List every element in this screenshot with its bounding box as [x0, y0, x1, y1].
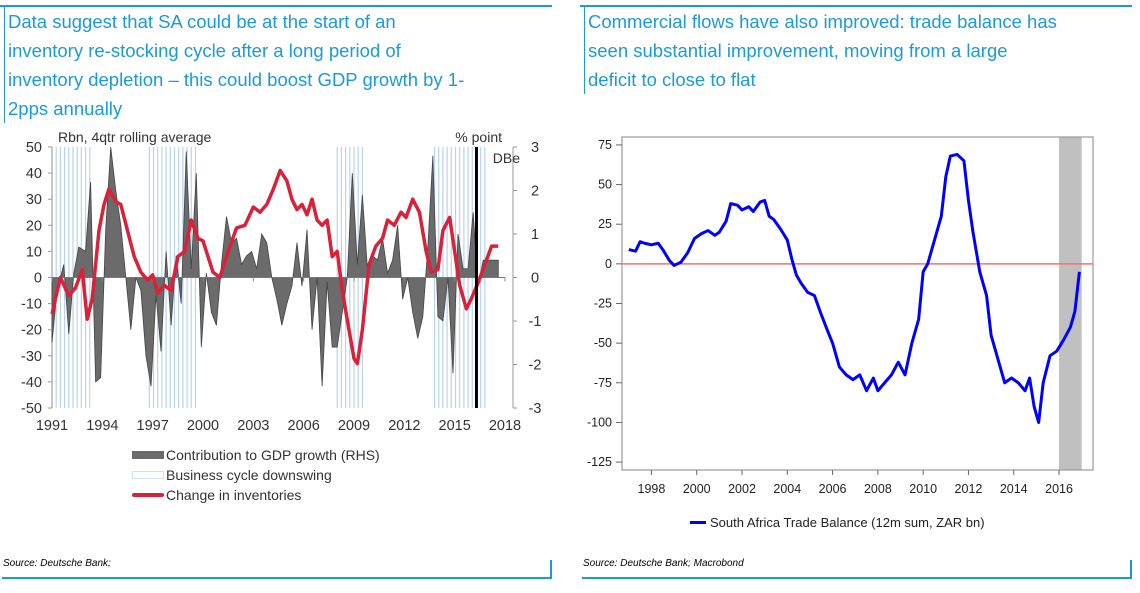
- y2-tick-label: -1: [529, 314, 542, 330]
- x-tick-label: 2006: [819, 482, 847, 496]
- title-line: seen substantial improvement, moving fro…: [588, 40, 1008, 61]
- y-tick-label: -20: [21, 323, 42, 339]
- x-tick-label: 1991: [36, 418, 68, 434]
- title-line: Data suggest that SA could be at the sta…: [8, 11, 396, 32]
- x-tick-label: 1998: [638, 482, 666, 496]
- legend-item-contribution: Contribution to GDP growth (RHS): [132, 445, 380, 465]
- title-line: inventory depletion – this could boost G…: [8, 69, 465, 90]
- title-line: inventory re-stocking cycle after a long…: [8, 40, 401, 61]
- legend-item-inventories: Change in inventories: [132, 485, 380, 505]
- line-swatch-icon: [132, 493, 164, 497]
- y2-tick-label: 0: [531, 271, 539, 287]
- x-tick-label: 2018: [489, 418, 521, 434]
- x-tick-label: 2003: [237, 418, 269, 434]
- y-tick-label: -50: [21, 401, 42, 417]
- right-axis-label: % point: [455, 129, 502, 145]
- legend-label: Contribution to GDP growth (RHS): [166, 447, 380, 463]
- legend-item-trade-balance: South Africa Trade Balance (12m sum, ZAR…: [690, 512, 985, 532]
- top-rule: [0, 5, 552, 7]
- contribution-area: [51, 146, 499, 387]
- band-swatch-icon: [132, 471, 164, 479]
- x-tick-label: 2008: [864, 482, 892, 496]
- x-tick-label: 1997: [137, 418, 169, 434]
- x-tick-label: 2002: [728, 482, 756, 496]
- x-tick-label: 2012: [955, 482, 983, 496]
- right-source: Source: Deutsche Bank; Macrobond: [583, 558, 744, 569]
- inventories-line: [50, 168, 499, 366]
- y-tick-label: -10: [21, 297, 42, 313]
- title-line: Commercial flows have also improved: tra…: [588, 11, 1057, 32]
- inventory-chart-legend: Contribution to GDP growth (RHS) Busines…: [132, 445, 380, 505]
- y-tick-label: -25: [594, 297, 612, 311]
- left-chart-panel: Data suggest that SA could be at the sta…: [0, 0, 552, 580]
- left-axis-label: Rbn, 4qtr rolling average: [58, 129, 212, 145]
- y-tick-label: 40: [26, 166, 42, 182]
- y2-tick-label: 3: [531, 140, 539, 156]
- line-swatch-icon: [690, 520, 706, 524]
- y-tick-label: -40: [21, 375, 42, 391]
- y-tick-label: 75: [598, 138, 612, 152]
- x-tick-label: 1994: [86, 418, 118, 434]
- y2-tick-label: -3: [529, 401, 542, 417]
- forecast-shade: [1059, 137, 1082, 470]
- forecast-annotation: DBe: [493, 150, 520, 166]
- x-tick-label: 2000: [683, 482, 711, 496]
- plot-frame: [621, 136, 1094, 471]
- y-tick-label: -75: [594, 376, 612, 390]
- x-tick-label: 2010: [909, 482, 937, 496]
- trade-balance-line: [628, 152, 1081, 424]
- legend-item-downswing: Business cycle downswing: [132, 465, 380, 485]
- y-tick-label: -100: [587, 415, 612, 429]
- y-tick-label: 30: [26, 192, 42, 208]
- x-tick-label: 2012: [388, 418, 420, 434]
- trade-chart-legend: South Africa Trade Balance (12m sum, ZAR…: [690, 512, 985, 532]
- y-tick-label: -50: [594, 336, 612, 350]
- y2-tick-label: 1: [531, 227, 539, 243]
- y-tick-label: 50: [26, 140, 42, 156]
- x-tick-label: 2000: [187, 418, 219, 434]
- x-tick-label: 2015: [439, 418, 471, 434]
- bottom-rule: [582, 577, 1132, 579]
- y-tick-label: 50: [598, 178, 612, 192]
- top-rule: [580, 5, 1132, 7]
- left-source: Source: Deutsche Bank;: [3, 558, 111, 569]
- y-tick-label: 20: [26, 218, 42, 234]
- bottom-rule-tick: [550, 560, 552, 579]
- inventory-chart: 1991 1994 1997 2000 2003 2006 2009 2012 2015 2018…: [21, 129, 542, 434]
- y2-tick-label: -2: [529, 358, 542, 374]
- right-chart-title: Commercial flows have also improved: tra…: [584, 7, 1133, 94]
- bottom-rule: [2, 577, 552, 579]
- y2-tick-label: 2: [531, 184, 539, 200]
- x-tick-label: 2014: [1000, 482, 1028, 496]
- legend-label: South Africa Trade Balance (12m sum, ZAR…: [710, 514, 985, 530]
- area-swatch-icon: [132, 451, 164, 459]
- x-tick-label: 2006: [288, 418, 320, 434]
- x-tick-label: 2016: [1045, 482, 1073, 496]
- right-chart-panel: Commercial flows have also improved: tra…: [580, 0, 1132, 580]
- x-tick-label: 2009: [338, 418, 370, 434]
- y-tick-label: -30: [21, 349, 42, 365]
- y-tick-label: -125: [587, 455, 612, 469]
- title-line: deficit to close to flat: [588, 69, 756, 90]
- legend-label: Business cycle downswing: [166, 467, 332, 483]
- bottom-rule-tick: [1130, 560, 1132, 579]
- y-tick-label: 10: [26, 244, 42, 260]
- legend-label: Change in inventories: [166, 487, 302, 503]
- trade-balance-chart: 75 50 25 0 -25 -50 -75 -100 -125 1998 2000 2002 2004…: [587, 136, 1094, 496]
- left-chart-title: Data suggest that SA could be at the sta…: [4, 7, 548, 123]
- y-tick-label: 0: [34, 271, 42, 287]
- x-tick-label: 2004: [773, 482, 801, 496]
- y-tick-label: 0: [605, 257, 612, 271]
- y-tick-label: 25: [598, 217, 612, 231]
- title-line: 2pps annually: [8, 98, 123, 119]
